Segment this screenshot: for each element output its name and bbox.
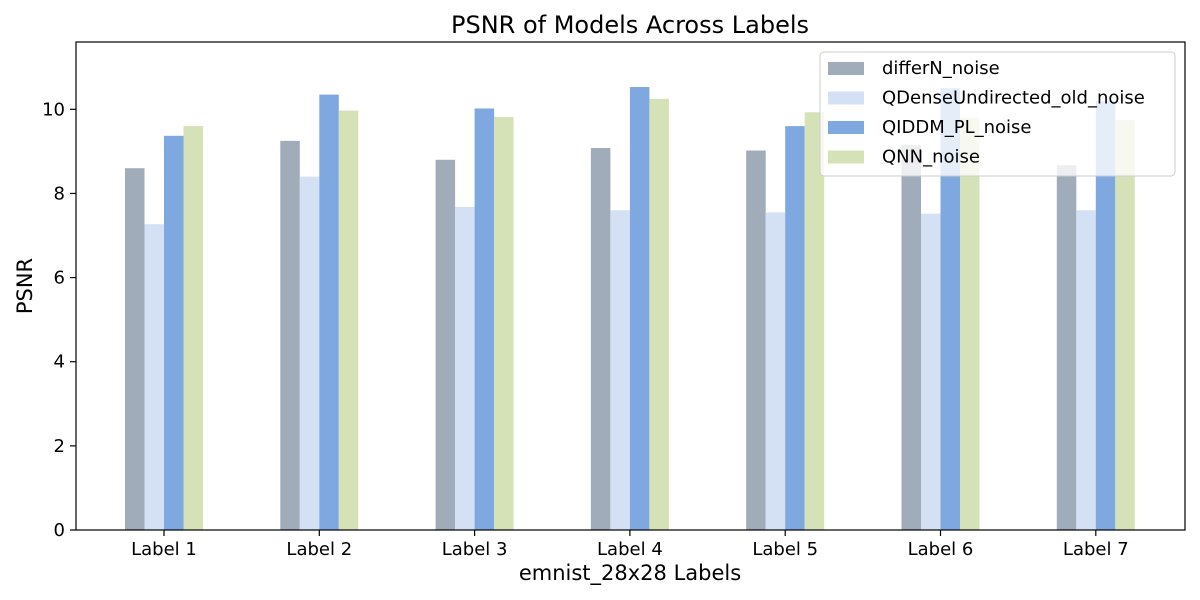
bar	[649, 98, 669, 531]
y-tick-label: 6	[54, 268, 65, 289]
chart-title: PSNR of Models Across Labels	[451, 11, 809, 39]
legend-box	[819, 51, 1176, 177]
y-axis: 0 2 4 6 8 10	[42, 99, 76, 541]
bar	[746, 150, 766, 530]
bar	[785, 126, 805, 530]
y-tick-label: 4	[54, 352, 65, 373]
bars-layer	[125, 87, 1135, 531]
y-tick-label: 0	[54, 520, 65, 541]
bar	[280, 140, 300, 531]
bar	[590, 148, 611, 530]
bar	[921, 213, 941, 531]
x-tick-label: Label 6	[908, 539, 974, 560]
legend-swatch	[828, 150, 864, 164]
bar	[164, 135, 184, 531]
x-axis: Label 1 Label 2 Label 3 Label 4 Label 5 Label…	[131, 530, 1129, 560]
bar	[1115, 119, 1135, 531]
y-axis-title: PSNR	[13, 258, 37, 314]
bar	[319, 94, 339, 530]
legend-label: QNN_noise	[882, 147, 980, 168]
bar	[338, 110, 359, 530]
legend-swatch	[828, 91, 864, 105]
bar	[1095, 100, 1116, 531]
x-tick-label: Label 7	[1063, 539, 1129, 560]
bar	[494, 116, 514, 531]
x-tick-label: Label 1	[131, 539, 197, 560]
x-tick-label: Label 5	[752, 539, 818, 560]
legend-swatch	[828, 121, 864, 134]
y-tick-label: 2	[54, 436, 65, 457]
bar	[1076, 210, 1096, 530]
bar	[765, 212, 786, 530]
x-axis-title: emnist_28x28 Labels	[519, 561, 741, 586]
y-tick-label: 10	[42, 99, 65, 120]
y-tick-label: 8	[54, 183, 65, 204]
bar	[629, 87, 650, 530]
bar	[183, 126, 203, 530]
x-tick-label: Label 4	[597, 539, 663, 560]
legend-swatch	[828, 62, 864, 75]
legend-label: QIDDM_PL_noise	[882, 117, 1031, 138]
bar	[804, 112, 825, 530]
bar	[435, 159, 456, 531]
bar	[299, 176, 320, 530]
x-tick-label: Label 3	[442, 539, 508, 560]
legend-label: QDenseUndirected_old_noise	[882, 88, 1145, 109]
bar	[144, 224, 164, 530]
bar	[125, 168, 145, 530]
bar	[455, 206, 475, 530]
bar	[960, 117, 980, 531]
bar	[474, 108, 495, 530]
bar	[901, 145, 921, 530]
bar	[940, 88, 960, 530]
legend-label: differN_noise	[882, 58, 1000, 79]
bar	[1056, 165, 1077, 530]
legend: differN_noise QDenseUndirected_old_noise Q…	[819, 51, 1176, 177]
bar	[610, 210, 630, 530]
x-tick-label: Label 2	[286, 539, 352, 560]
